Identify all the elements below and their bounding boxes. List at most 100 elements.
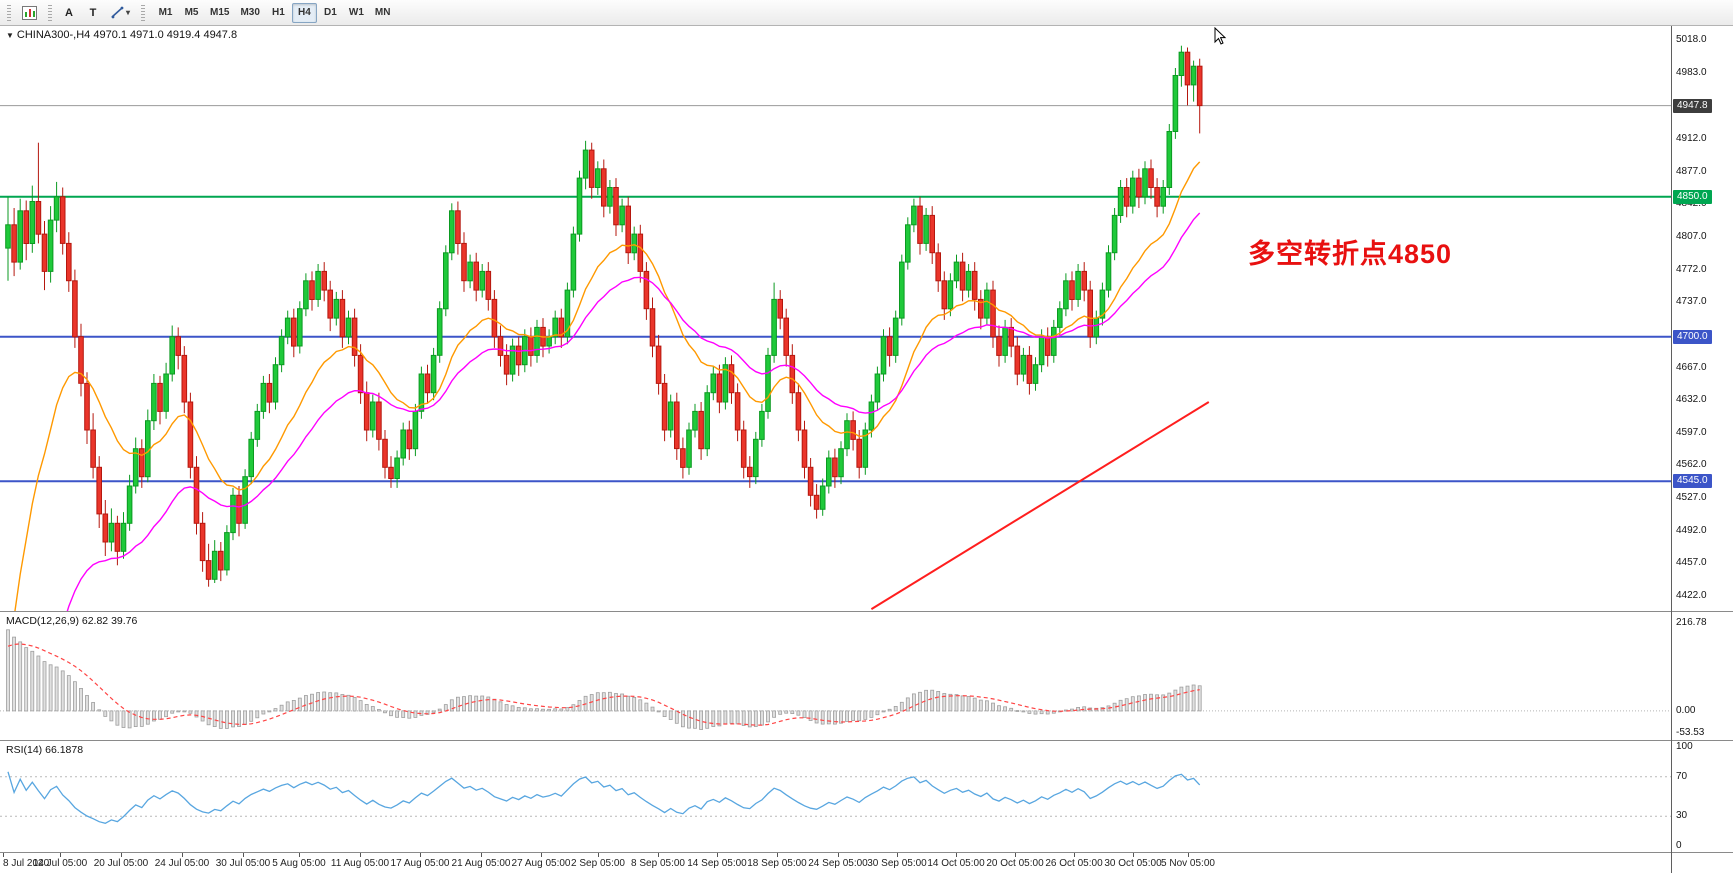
- time-tick-label: 8 Sep 05:00: [631, 858, 685, 869]
- chart-area[interactable]: 5018.04983.04912.04877.04842.04807.04772…: [0, 26, 1733, 894]
- price-tick: 4877.0: [1676, 166, 1707, 177]
- price-badge: 4700.0: [1673, 330, 1712, 344]
- timeframe-d1[interactable]: D1: [318, 3, 343, 23]
- timeframe-h1[interactable]: H1: [266, 3, 291, 23]
- arrow-tool-button[interactable]: A: [58, 3, 80, 23]
- symbol-name: CHINA300-,H4: [16, 29, 91, 41]
- time-tick-mark: [1074, 853, 1075, 857]
- time-tick-label: 5 Aug 05:00: [272, 858, 326, 869]
- draw-tool-dropdown[interactable]: ▾: [106, 3, 135, 23]
- time-tick-mark: [598, 853, 599, 857]
- price-tick: 4667.0: [1676, 362, 1707, 373]
- time-tick-mark: [243, 853, 244, 857]
- time-tick-mark: [1015, 853, 1016, 857]
- price-tick: 4632.0: [1676, 394, 1707, 405]
- time-tick-label: 18 Sep 05:00: [747, 858, 807, 869]
- time-tick-mark: [360, 853, 361, 857]
- time-tick-mark: [777, 853, 778, 857]
- timeframe-m5[interactable]: M5: [179, 3, 204, 23]
- timeframe-m15[interactable]: M15: [205, 3, 234, 23]
- timeframe-w1[interactable]: W1: [344, 3, 369, 23]
- symbol-menu-icon[interactable]: ▼: [6, 31, 14, 40]
- time-tick-mark: [1188, 853, 1189, 857]
- price-tick: 5018.0: [1676, 34, 1707, 45]
- price-tick: 4597.0: [1676, 427, 1707, 438]
- price-tick: 4422.0: [1676, 590, 1707, 601]
- chart-annotation[interactable]: 多空转折点4850: [1248, 239, 1453, 269]
- time-tick-label: 5 Nov 05:00: [1161, 858, 1215, 869]
- price-tick: 4562.0: [1676, 459, 1707, 470]
- time-tick-mark: [897, 853, 898, 857]
- time-tick-mark: [299, 853, 300, 857]
- timeframe-m30[interactable]: M30: [235, 3, 264, 23]
- pane-separator[interactable]: [0, 852, 1733, 853]
- chevron-down-icon: ▾: [126, 8, 131, 17]
- time-tick-mark: [121, 853, 122, 857]
- text-tool-button[interactable]: T: [82, 3, 104, 23]
- time-tick-mark: [956, 853, 957, 857]
- toolbar-grip[interactable]: [7, 4, 11, 21]
- rsi-axis-label: 30: [1676, 810, 1688, 821]
- time-tick-label: 24 Sep 05:00: [808, 858, 868, 869]
- time-tick-label: 8 Jul 2020: [3, 858, 50, 869]
- time-tick-label: 24 Jul 05:00: [154, 858, 210, 869]
- time-tick-label: 30 Oct 05:00: [1104, 858, 1162, 869]
- time-tick-label: 20 Oct 05:00: [986, 858, 1044, 869]
- toolbar-grip[interactable]: [141, 4, 146, 21]
- pane-separator[interactable]: [0, 740, 1733, 741]
- mini-chart-icon: [22, 5, 37, 20]
- time-tick-mark: [182, 853, 183, 857]
- macd-axis-label: 0.00: [1676, 705, 1696, 716]
- chart-window-button[interactable]: [17, 3, 42, 23]
- time-tick-mark: [1133, 853, 1134, 857]
- time-tick-label: 21 Aug 05:00: [451, 858, 511, 869]
- rsi-axis-label: 0: [1676, 840, 1682, 851]
- symbol-ohlc: 4970.1 4971.0 4919.4 4947.8: [93, 29, 238, 41]
- pane-separator[interactable]: [0, 611, 1733, 612]
- toolbar: A T ▾ M1 M5 M15 M30 H1 H4 D1 W1 MN: [0, 0, 1733, 26]
- price-badge: 4947.8: [1673, 99, 1712, 113]
- rsi-axis-label: 70: [1676, 771, 1688, 782]
- toolbar-grip[interactable]: [48, 4, 52, 21]
- symbol-label: ▼ CHINA300-,H4 4970.1 4971.0 4919.4 4947.…: [6, 29, 237, 41]
- time-tick-mark: [3, 853, 4, 857]
- price-chart-pane[interactable]: [0, 27, 1671, 611]
- price-tick: 4807.0: [1676, 231, 1707, 242]
- timeframe-h4[interactable]: H4: [291, 2, 317, 23]
- macd-label: MACD(12,26,9) 62.82 39.76: [6, 615, 138, 627]
- timeframe-mn[interactable]: MN: [370, 3, 396, 23]
- time-tick-label: 30 Jul 05:00: [215, 858, 271, 869]
- timeframe-m1[interactable]: M1: [153, 3, 178, 23]
- time-axis[interactable]: 8 Jul 2020 14 Jul 05:00 20 Jul 05:00 24 Jul…: [0, 853, 1671, 873]
- price-tick: 4912.0: [1676, 133, 1707, 144]
- rsi-indicator-pane[interactable]: [0, 741, 1671, 852]
- time-tick-label: 26 Oct 05:00: [1045, 858, 1103, 869]
- price-tick: 4457.0: [1676, 557, 1707, 568]
- mouse-cursor-icon: [1214, 27, 1227, 45]
- time-tick-mark: [481, 853, 482, 857]
- time-tick-label: 20 Jul 05:00: [93, 858, 149, 869]
- time-tick-label: 11 Aug 05:00: [330, 858, 390, 869]
- time-tick-mark: [541, 853, 542, 857]
- price-badge: 4850.0: [1673, 190, 1712, 204]
- time-tick-mark: [60, 853, 61, 857]
- price-tick: 4772.0: [1676, 264, 1707, 275]
- trendline-tool-icon: [111, 6, 124, 19]
- time-tick-mark: [658, 853, 659, 857]
- time-tick-label: 2 Sep 05:00: [571, 858, 625, 869]
- price-tick: 4527.0: [1676, 492, 1707, 503]
- timeframe-group: M1 M5 M15 M30 H1 H4 D1 W1 MN: [153, 2, 396, 23]
- rsi-axis-label: 100: [1676, 741, 1693, 752]
- price-tick: 4492.0: [1676, 525, 1707, 536]
- time-tick-label: 14 Oct 05:00: [927, 858, 985, 869]
- time-tick-mark: [420, 853, 421, 857]
- macd-axis-label: -53.53: [1676, 727, 1705, 738]
- macd-axis-label: 216.78: [1676, 617, 1707, 628]
- time-tick-label: 17 Aug 05:00: [390, 858, 450, 869]
- time-tick-mark: [838, 853, 839, 857]
- time-tick-label: 27 Aug 05:00: [511, 858, 571, 869]
- price-axis[interactable]: 5018.04983.04912.04877.04842.04807.04772…: [1671, 26, 1733, 873]
- macd-indicator-pane[interactable]: [0, 612, 1671, 740]
- time-tick-label: 14 Jul 05:00: [32, 858, 88, 869]
